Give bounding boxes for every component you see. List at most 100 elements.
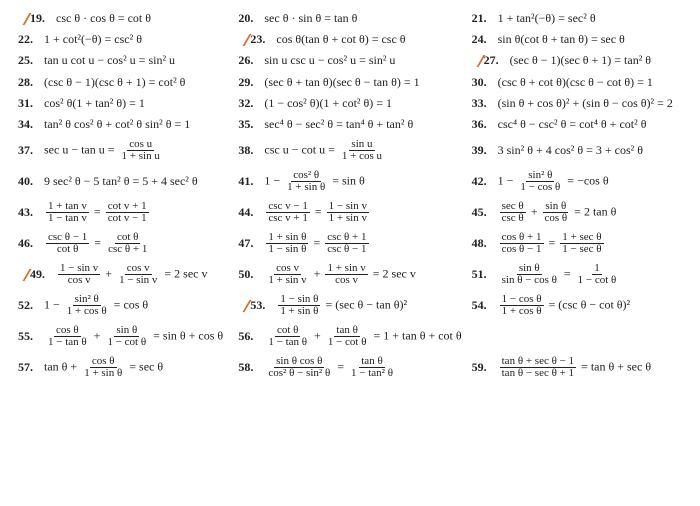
problem-number: 19.: [30, 12, 50, 25]
problem: 53. 1 − sin θ1 + sin θ = (sec θ − tan θ)…: [238, 294, 461, 317]
problem-body: sec θcsc θ + sin θcos θ = 2 tan θ: [498, 201, 617, 224]
problem-body: csc θ · cos θ = cot θ: [56, 12, 151, 25]
tick-icon: [468, 55, 485, 67]
problem-number: 57.: [18, 361, 38, 374]
problem: 33. (sin θ + cos θ)² + (sin θ − cos θ)² =…: [472, 97, 682, 110]
problem-body: 1 − sin vcos v + cos v1 − sin v = 2 sec …: [56, 263, 207, 286]
problem-body: 9 sec² θ − 5 tan² θ = 5 + 4 sec² θ: [44, 175, 198, 188]
problem: 41.1 − cos² θ1 + sin θ = sin θ: [238, 170, 461, 193]
problem-number: 55.: [18, 330, 38, 343]
problem: 59.tan θ + sec θ − 1tan θ − sec θ + 1 = …: [472, 356, 682, 379]
problem-number: 53.: [250, 299, 270, 312]
problem: 54. 1 − cos θ1 + cos θ = (csc θ − cot θ)…: [472, 294, 682, 317]
problem-body: 1 − sin² θ1 − cos θ = −cos θ: [498, 170, 609, 193]
problem-number: 37.: [18, 144, 38, 157]
problem: 34.tan² θ cos² θ + cot² θ sin² θ = 1: [18, 118, 228, 131]
problem-body: (sec θ − 1)(sec θ + 1) = tan² θ: [510, 54, 651, 67]
problem: 21.1 + tan²(−θ) = sec² θ: [472, 12, 682, 25]
problem-body: tan u cot u − cos² u = sin² u: [44, 54, 175, 67]
problem-number: 52.: [18, 299, 38, 312]
problem-body: sec θ · sin θ = tan θ: [264, 12, 357, 25]
problem: [472, 325, 682, 348]
problem-number: 26.: [238, 54, 258, 67]
problem-body: cos² θ(1 + tan² θ) = 1: [44, 97, 145, 110]
problem: 32. (1 − cos² θ)(1 + cot² θ) = 1: [238, 97, 461, 110]
problem: 48. cos θ + 1cos θ − 1 = 1 + sec θ1 − sec…: [472, 232, 682, 255]
problem-number: 22.: [18, 33, 38, 46]
problem: 27. (sec θ − 1)(sec θ + 1) = tan² θ: [472, 54, 682, 67]
problem-body: tan θ + cos θ1 + sin θ = sec θ: [44, 356, 163, 379]
problem-number: 56.: [238, 330, 258, 343]
problem: 55.cos θ1 − tan θ + sin θ1 − cot θ = sin…: [18, 325, 228, 348]
problem-body: sec⁴ θ − sec² θ = tan⁴ θ + tan² θ: [264, 118, 413, 131]
problem: 58.sin θ cos θcos² θ − sin² θ = tan θ1 −…: [238, 356, 461, 379]
problem: 36.csc⁴ θ − csc² θ = cot⁴ θ + cot² θ: [472, 118, 682, 131]
problem: 50.cos v1 + sin v + 1 + sin vcos v = 2 s…: [238, 263, 461, 286]
problem: 25. tan u cot u − cos² u = sin² u: [18, 54, 228, 67]
problem-body: (sin θ + cos θ)² + (sin θ − cos θ)² = 2: [498, 97, 673, 110]
problem-body: (csc θ + cot θ)(csc θ − cot θ) = 1: [498, 76, 653, 89]
problem-body: 1 − sin θ1 + sin θ = (sec θ − tan θ)²: [276, 294, 407, 317]
problem-body: 1 + sin θ1 − sin θ = csc θ + 1csc θ − 1: [264, 232, 370, 255]
problem-body: csc θ − 1cot θ = cot θcsc θ + 1: [44, 232, 151, 255]
problem-number: 33.: [472, 97, 492, 110]
problem-number: 38.: [238, 144, 258, 157]
problem: 31.cos² θ(1 + tan² θ) = 1: [18, 97, 228, 110]
problem-body: 1 + tan²(−θ) = sec² θ: [498, 12, 596, 25]
problem: 26. sin u csc u − cos² u = sin² u: [238, 54, 461, 67]
problem-body: sin θ cos θcos² θ − sin² θ = tan θ1 − ta…: [264, 356, 397, 379]
problem-number: 25.: [18, 54, 38, 67]
tick-icon: [15, 13, 32, 25]
problem-number: 27.: [484, 54, 504, 67]
problem-body: 1 − sin² θ1 + cos θ = cos θ: [44, 294, 148, 317]
problem: 35. sec⁴ θ − sec² θ = tan⁴ θ + tan² θ: [238, 118, 461, 131]
problem: 42. 1 − sin² θ1 − cos θ = −cos θ: [472, 170, 682, 193]
problem-body: 1 − cos² θ1 + sin θ = sin θ: [264, 170, 364, 193]
problem-number: 48.: [472, 237, 492, 250]
tick-icon: [235, 34, 252, 46]
tick-icon: [15, 269, 32, 281]
problem: 45. sec θcsc θ + sin θcos θ = 2 tan θ: [472, 201, 682, 224]
problem-number: 47.: [238, 237, 258, 250]
problem-body: cos θ(tan θ + cot θ) = csc θ: [276, 33, 405, 46]
problem: 39. 3 sin² θ + 4 cos² θ = 3 + cos² θ: [472, 139, 682, 162]
problem-body: sin θ(cot θ + tan θ) = sec θ: [498, 33, 625, 46]
problem-number: 54.: [472, 299, 492, 312]
problem-body: (csc θ − 1)(csc θ + 1) = cot² θ: [44, 76, 185, 89]
problem-body: sin θsin θ − cos θ = 11 − cot θ: [498, 263, 621, 286]
problem: 19. csc θ · cos θ = cot θ: [18, 12, 228, 25]
problem-body: cos θ + 1cos θ − 1 = 1 + sec θ1 − sec θ: [498, 232, 606, 255]
problem-body: csc u − cot u = sin u1 + cos u: [264, 139, 386, 162]
problem: 40.9 sec² θ − 5 tan² θ = 5 + 4 sec² θ: [18, 170, 228, 193]
problem-body: 1 + cot²(−θ) = csc² θ: [44, 33, 142, 46]
problem: 38. csc u − cot u = sin u1 + cos u: [238, 139, 461, 162]
problem-body: csc⁴ θ − csc² θ = cot⁴ θ + cot² θ: [498, 118, 647, 131]
problem: 23. cos θ(tan θ + cot θ) = csc θ: [238, 33, 461, 46]
problem-number: 39.: [472, 144, 492, 157]
problem-number: 35.: [238, 118, 258, 131]
problem: 22. 1 + cot²(−θ) = csc² θ: [18, 33, 228, 46]
problem-number: 49.: [30, 268, 50, 281]
problem-body: 3 sin² θ + 4 cos² θ = 3 + cos² θ: [498, 144, 643, 157]
problem: 30. (csc θ + cot θ)(csc θ − cot θ) = 1: [472, 76, 682, 89]
problem: 47. 1 + sin θ1 − sin θ = csc θ + 1csc θ −…: [238, 232, 461, 255]
problem-number: 20.: [238, 12, 258, 25]
problem-body: 1 − cos θ1 + cos θ = (csc θ − cot θ)²: [498, 294, 631, 317]
problem: 29.(sec θ + tan θ)(sec θ − tan θ) = 1: [238, 76, 461, 89]
problem-number: 43.: [18, 206, 38, 219]
problem-number: 29.: [238, 76, 258, 89]
problem-number: 30.: [472, 76, 492, 89]
problem: 37.sec u − tan u = cos u1 + sin u: [18, 139, 228, 162]
problem-number: 42.: [472, 175, 492, 188]
problem-body: sin u csc u − cos² u = sin² u: [264, 54, 395, 67]
problem: 49. 1 − sin vcos v + cos v1 − sin v = 2 s…: [18, 263, 228, 286]
problem: 20. sec θ · sin θ = tan θ: [238, 12, 461, 25]
problem-body: 1 + tan v1 − tan v = cot v + 1cot v − 1: [44, 201, 151, 224]
problem-number: 46.: [18, 237, 38, 250]
problem-number: 23.: [250, 33, 270, 46]
problem-number: 32.: [238, 97, 258, 110]
problem-number: 45.: [472, 206, 492, 219]
problem: 46. csc θ − 1cot θ = cot θcsc θ + 1: [18, 232, 228, 255]
problem-body: (1 − cos² θ)(1 + cot² θ) = 1: [264, 97, 392, 110]
problem-number: 44.: [238, 206, 258, 219]
